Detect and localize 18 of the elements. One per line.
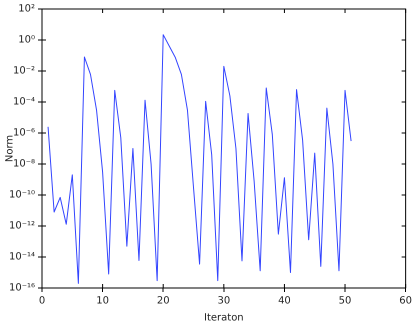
y-tick-label: 10⁻² <box>12 66 35 77</box>
x-tick-label: 50 <box>338 296 352 307</box>
y-tick-label: 10⁻¹⁴ <box>8 252 35 263</box>
x-tick-label: 60 <box>399 296 412 307</box>
x-tick-label: 40 <box>278 296 291 307</box>
x-tick-label: 10 <box>96 296 109 307</box>
x-axis-title: Iteraton <box>204 312 244 324</box>
y-tick-label: 10⁻⁸ <box>12 158 35 170</box>
y-tick-label: 10⁻¹⁶ <box>8 282 35 294</box>
y-tick-label: 10⁻⁴ <box>12 96 35 108</box>
y-tick-label: 10⁻⁶ <box>12 128 35 139</box>
y-tick-label: 10⁻¹⁰ <box>8 190 35 201</box>
x-tick-label: 20 <box>156 296 170 307</box>
x-tick-label: 30 <box>217 296 230 307</box>
y-tick-label: 10⁰ <box>18 34 35 46</box>
y-tick-label: 10² <box>18 4 35 15</box>
x-tick-label: 0 <box>38 296 46 307</box>
y-tick-label: 10⁻¹² <box>8 220 35 232</box>
